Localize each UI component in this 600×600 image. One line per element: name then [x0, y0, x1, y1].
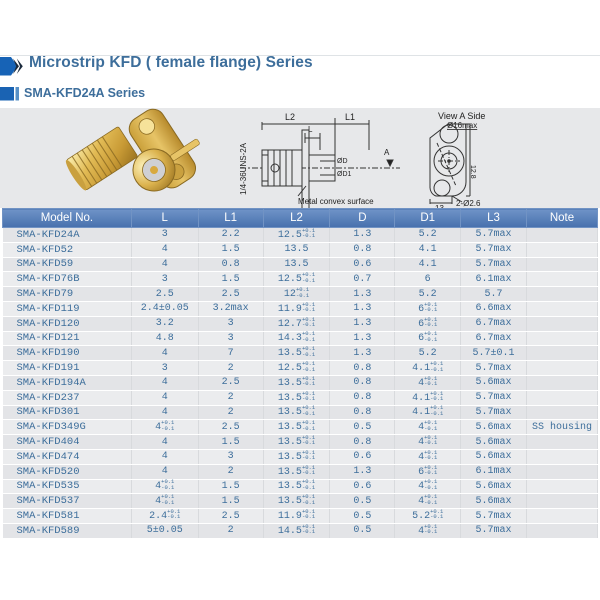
svg-text:ØD: ØD [337, 158, 348, 165]
svg-text:L2: L2 [285, 112, 295, 122]
svg-text:Metal convex surface: Metal convex surface [298, 197, 374, 206]
svg-text:12.8: 12.8 [469, 165, 476, 179]
svg-text:ØD1: ØD1 [337, 171, 352, 178]
svg-text:View A Side: View A Side [438, 111, 485, 121]
svg-text:2-Ø2.6: 2-Ø2.6 [456, 199, 481, 208]
svg-text:L1: L1 [345, 112, 355, 122]
svg-text:1/4-36UNS-2A: 1/4-36UNS-2A [239, 142, 248, 195]
svg-text:A: A [384, 148, 390, 157]
